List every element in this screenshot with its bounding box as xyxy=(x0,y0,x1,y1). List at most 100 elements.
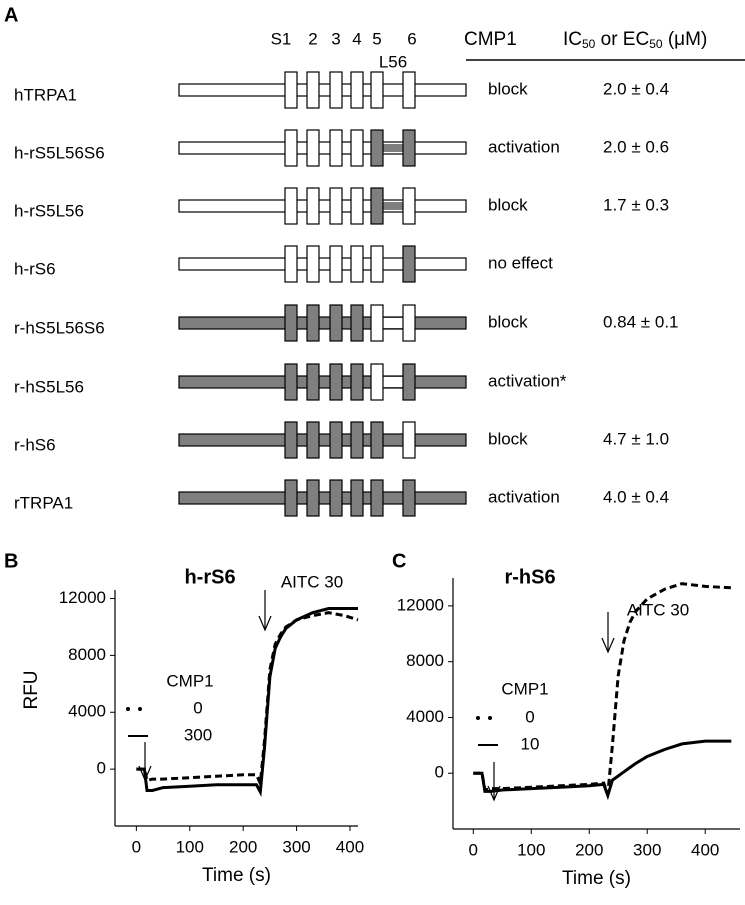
arrow-head xyxy=(601,637,615,654)
segment xyxy=(329,187,343,225)
segment xyxy=(306,71,320,109)
loop xyxy=(383,377,403,387)
segment xyxy=(402,479,416,517)
legend-title: CMP1 xyxy=(501,679,548,698)
panel-label: A xyxy=(4,4,18,26)
segment xyxy=(329,245,343,283)
construct-body xyxy=(178,433,467,447)
segment xyxy=(350,421,364,459)
panel-label: C xyxy=(392,550,406,572)
segment xyxy=(284,479,298,517)
y-tick-label: 4000 xyxy=(68,702,106,721)
effect: no effect xyxy=(488,253,553,272)
effect: activation xyxy=(488,487,560,506)
x-tick-label: 400 xyxy=(336,837,364,856)
construct-body xyxy=(178,141,467,155)
construct-body xyxy=(178,316,467,330)
construct-name: r-hS6 xyxy=(14,435,56,454)
segment xyxy=(284,421,298,459)
y-tick-label: 12000 xyxy=(59,588,106,607)
segment xyxy=(306,363,320,401)
chart-title: r-hS6 xyxy=(504,566,555,588)
segment-label: 4 xyxy=(352,29,361,48)
segment xyxy=(370,363,384,401)
y-tick-label: 8000 xyxy=(68,645,106,664)
y-axis-label: RFU xyxy=(21,670,42,709)
segment xyxy=(284,71,298,109)
construct-body xyxy=(178,491,467,505)
arrow-head xyxy=(258,615,272,632)
segment xyxy=(370,187,384,225)
legend-label: 300 xyxy=(184,725,212,744)
segment xyxy=(329,479,343,517)
segment-label: 3 xyxy=(331,29,340,48)
segment xyxy=(284,245,298,283)
segment xyxy=(402,71,416,109)
segment xyxy=(329,363,343,401)
header-part: or EC xyxy=(595,29,649,50)
effect: block xyxy=(488,312,528,331)
segment xyxy=(402,304,416,342)
effect: block xyxy=(488,79,528,98)
segment-label: S1 xyxy=(271,29,292,48)
segment xyxy=(284,363,298,401)
x-axis-label: Time (s) xyxy=(202,865,271,886)
potency: 2.0 ± 0.6 xyxy=(603,137,669,156)
x-tick-label: 100 xyxy=(517,840,545,859)
effect: block xyxy=(488,429,528,448)
segment xyxy=(329,421,343,459)
legend-marker xyxy=(138,707,142,711)
loop xyxy=(383,85,403,95)
segment xyxy=(350,245,364,283)
header-part: 50 xyxy=(582,37,596,51)
segment xyxy=(284,187,298,225)
segment xyxy=(306,479,320,517)
segment xyxy=(350,187,364,225)
x-axis-label: Time (s) xyxy=(562,868,631,889)
segment xyxy=(306,129,320,167)
x-tick-label: 100 xyxy=(176,837,204,856)
loop xyxy=(383,494,403,502)
data-line xyxy=(136,611,359,790)
data-line xyxy=(136,607,358,797)
y-tick-label: 4000 xyxy=(406,707,444,726)
legend-marker xyxy=(126,707,130,711)
legend-title: CMP1 xyxy=(166,671,213,690)
construct-body xyxy=(178,199,467,213)
column-header: IC50 or EC50 (μM) xyxy=(563,29,707,51)
y-tick-label: 12000 xyxy=(397,595,444,614)
segment xyxy=(329,129,343,167)
construct-name: rTRPA1 xyxy=(14,493,73,512)
loop xyxy=(383,144,403,152)
loop xyxy=(383,259,403,269)
potency: 4.0 ± 0.4 xyxy=(603,487,669,506)
segment xyxy=(370,71,384,109)
effect: activation* xyxy=(488,371,567,390)
y-tick-label: 0 xyxy=(435,763,444,782)
construct-body xyxy=(178,257,467,271)
data-line xyxy=(473,739,732,801)
annotation: AITC 30 xyxy=(281,572,343,591)
annotation: AITC 30 xyxy=(627,600,689,619)
x-tick-label: 300 xyxy=(282,837,310,856)
x-tick-label: 0 xyxy=(469,840,478,859)
construct-body xyxy=(178,83,467,97)
loop-label: L56 xyxy=(379,52,407,71)
segment xyxy=(306,421,320,459)
effect: activation xyxy=(488,137,560,156)
column-header: CMP1 xyxy=(464,29,517,50)
construct-name: h-rS6 xyxy=(14,259,56,278)
segment xyxy=(306,245,320,283)
legend-label: 10 xyxy=(521,734,540,753)
header-part: (μM) xyxy=(663,29,708,50)
x-tick-label: 300 xyxy=(633,840,661,859)
y-tick-label: 0 xyxy=(97,759,106,778)
legend-marker xyxy=(488,716,492,720)
legend-label: 0 xyxy=(525,707,534,726)
segment-label: 2 xyxy=(308,29,317,48)
construct-name: r-hS5L56 xyxy=(14,377,84,396)
effect: block xyxy=(488,195,528,214)
segment xyxy=(284,304,298,342)
segment xyxy=(370,421,384,459)
